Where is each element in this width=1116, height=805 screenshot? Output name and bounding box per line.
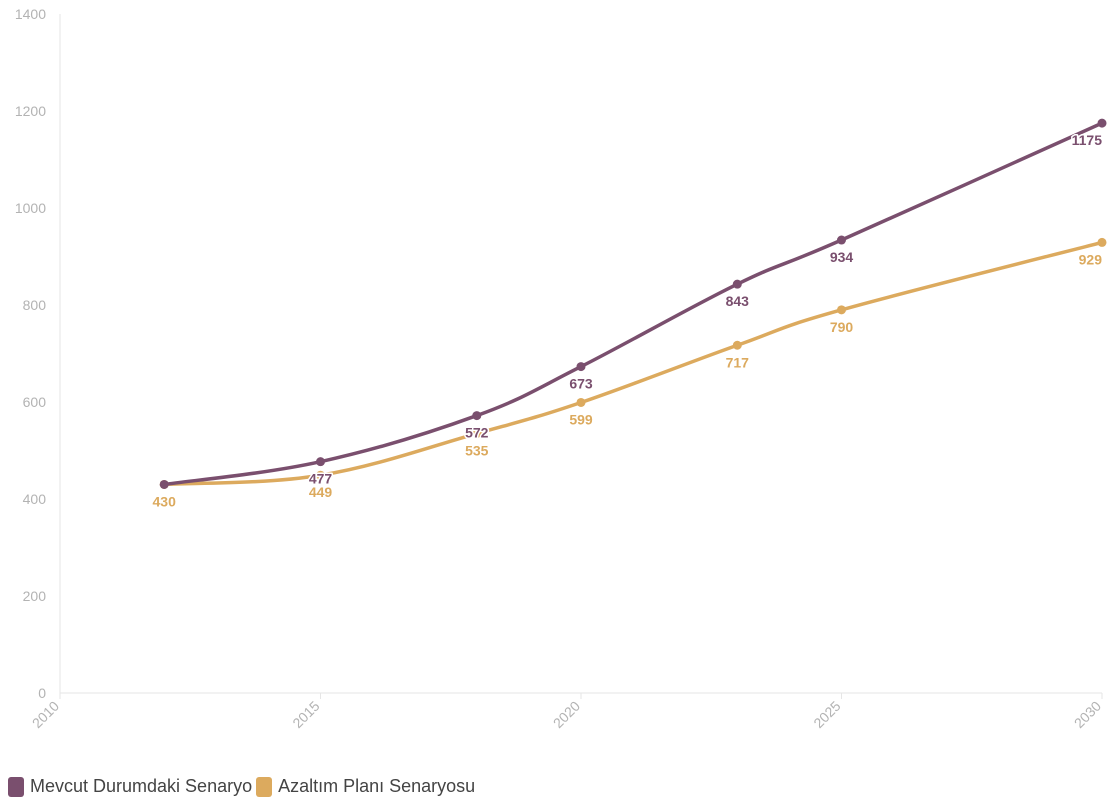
- series-0-point[interactable]: [837, 235, 846, 245]
- series-layer: [159, 118, 1107, 489]
- legend-item-mevcut[interactable]: Mevcut Durumdaki Senaryo: [8, 776, 252, 797]
- data-labels: 477 572 673 843 934 1175 430 449 535 599 717 790 929: [151, 131, 1104, 511]
- legend: Mevcut Durumdaki Senaryo Azaltım Planı S…: [8, 776, 479, 797]
- y-tick-label: 1000: [15, 200, 46, 216]
- series-0-point[interactable]: [159, 479, 169, 489]
- series-1-point[interactable]: [732, 340, 742, 350]
- series-0-point[interactable]: [316, 457, 325, 467]
- series-0-data-label: 1175: [1072, 132, 1103, 148]
- legend-swatch-azaltim: [256, 776, 273, 797]
- series-1-point[interactable]: [1097, 237, 1107, 247]
- series-1-data-label: 717: [726, 354, 750, 370]
- series-1-data-label: 599: [569, 411, 593, 427]
- y-tick-label: 200: [23, 588, 47, 604]
- series-1-data-label: 790: [830, 319, 854, 335]
- series-1-data-label: 449: [309, 484, 333, 500]
- series-0-data-label: 477: [309, 471, 333, 487]
- series-0-data-label: 673: [569, 376, 593, 392]
- series-0-data-label: 572: [465, 425, 489, 441]
- series-1-point[interactable]: [576, 397, 586, 407]
- series-1-data-label: 929: [1079, 251, 1103, 267]
- y-axis-ticks: 0 200 400 600 800 1000 1200 1400: [15, 6, 46, 701]
- legend-item-azaltim[interactable]: Azaltım Planı Senaryosu: [256, 776, 475, 797]
- series-1-data-label: 535: [465, 443, 489, 459]
- series-0-point[interactable]: [1097, 118, 1107, 128]
- series-line-0: [162, 121, 1104, 487]
- y-tick-label: 800: [23, 297, 47, 313]
- series-0-point[interactable]: [732, 279, 742, 289]
- series-0-data-label: 843: [726, 293, 750, 309]
- series-1-point[interactable]: [316, 470, 325, 480]
- x-tick-label: 2015: [289, 698, 322, 731]
- x-tick-label: 2010: [29, 698, 62, 731]
- y-tick-label: 1200: [15, 103, 46, 119]
- y-tick-label: 0: [38, 685, 46, 701]
- y-tick-label: 1400: [15, 6, 46, 22]
- series-1-data-label: 430: [153, 493, 177, 509]
- legend-label-azaltim: Azaltım Planı Senaryosu: [278, 776, 476, 796]
- x-tick-label: 2025: [810, 698, 843, 731]
- series-0-point[interactable]: [576, 362, 586, 372]
- series-1-point[interactable]: [837, 305, 846, 315]
- y-tick-label: 600: [23, 394, 47, 410]
- series-1-point[interactable]: [472, 429, 482, 439]
- series-0-point[interactable]: [472, 411, 482, 421]
- x-tick-label: 2030: [1071, 698, 1104, 731]
- legend-label-mevcut: Mevcut Durumdaki Senaryo: [30, 776, 253, 796]
- x-axis-ticks: 2010 2015 2020 2025 2030: [29, 693, 1104, 731]
- x-tick-label: 2020: [550, 698, 583, 731]
- series-0-data-label: 934: [830, 249, 854, 265]
- series-line-1: [162, 240, 1104, 487]
- legend-swatch-mevcut: [8, 776, 24, 797]
- y-tick-label: 400: [23, 491, 47, 507]
